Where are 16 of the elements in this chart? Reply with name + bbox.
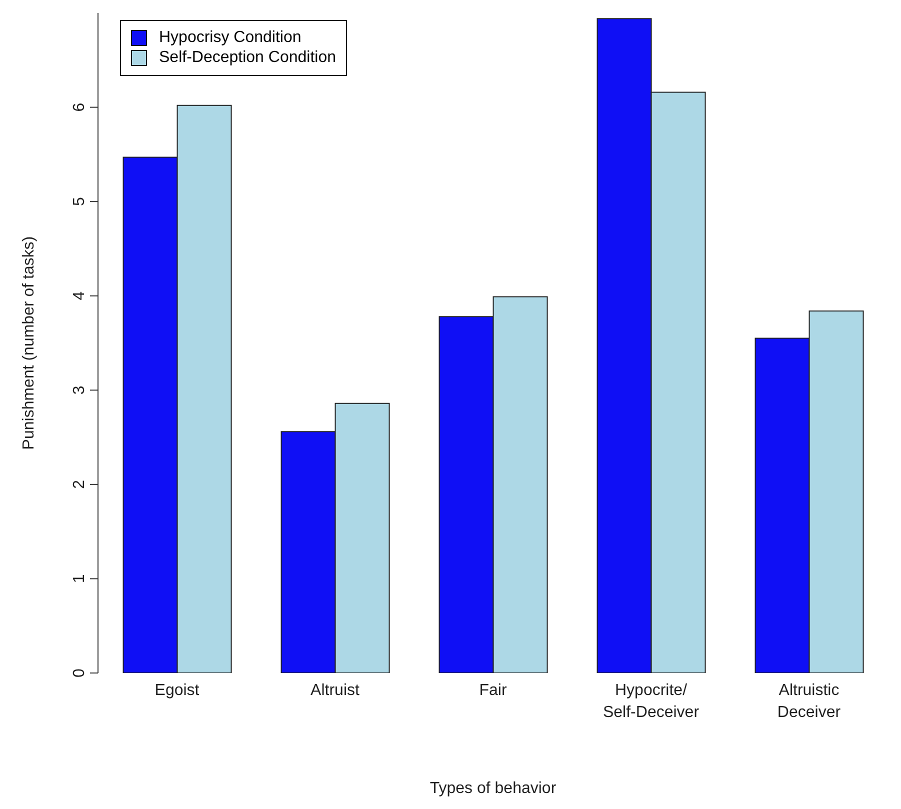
x-tick-label: Hypocrite/ Self-Deceiver — [602, 682, 700, 721]
y-tick-label: 4 — [71, 291, 88, 300]
x-tick-label: Fair — [479, 682, 508, 699]
y-tick-label: 2 — [71, 480, 88, 489]
legend-label: Hypocrisy Condition — [159, 29, 302, 47]
y-tick-label: 5 — [71, 197, 88, 206]
x-tick-label: Egoist — [154, 682, 200, 699]
y-axis-title: Punishment (number of tasks) — [20, 236, 38, 450]
y-tick-label: 1 — [71, 574, 88, 584]
x-axis-title: Types of behavior — [430, 780, 557, 797]
x-tick-label: Altruist — [310, 682, 360, 699]
y-tick-label: 0 — [71, 668, 88, 678]
y-tick-label: 3 — [71, 386, 88, 395]
y-tick-label: 6 — [71, 102, 88, 112]
x-tick-label: Altruistic Deceiver — [777, 682, 842, 721]
legend-label: Self-Deception Condition — [159, 49, 336, 67]
